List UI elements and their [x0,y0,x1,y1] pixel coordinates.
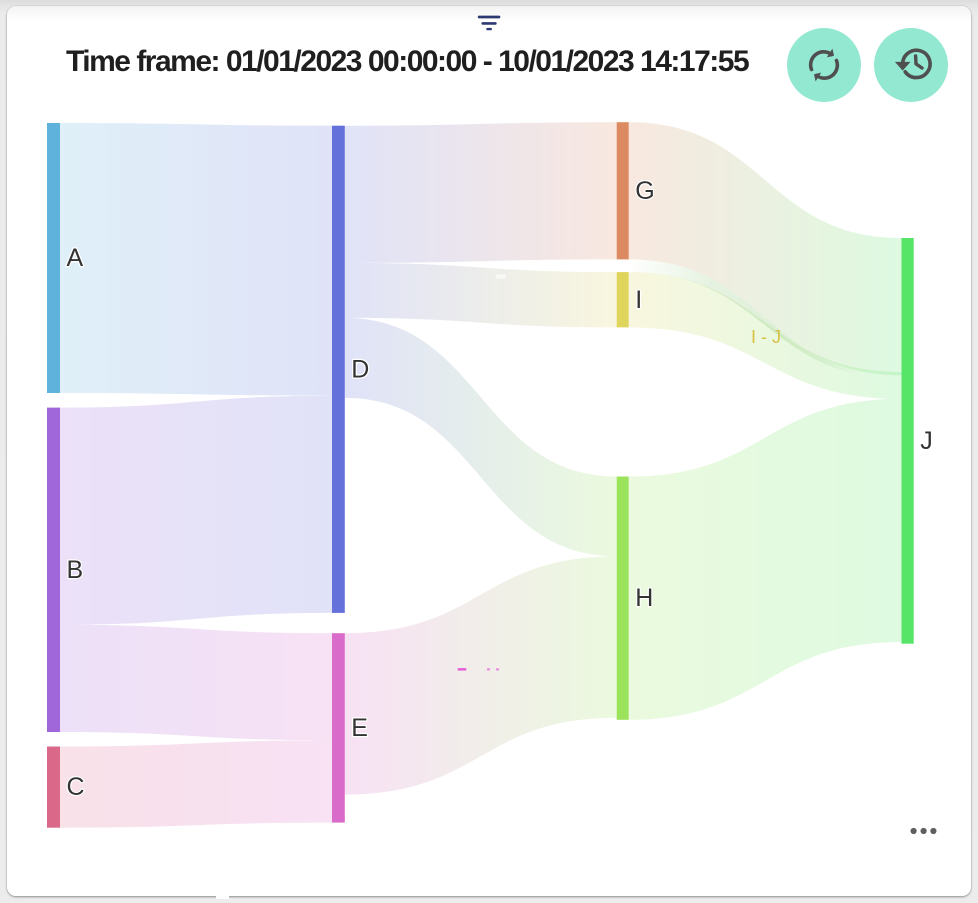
svg-text:E: E [351,714,368,742]
svg-text:I - J: I - J [751,327,781,347]
svg-text:B: B [67,556,84,584]
svg-text:D: D [351,355,369,383]
svg-text:C: C [67,773,85,801]
svg-text:J: J [920,427,933,455]
svg-text:A: A [67,244,84,272]
svg-text:H: H [635,584,653,612]
svg-text:G: G [635,177,654,205]
svg-text:I: I [635,286,642,314]
